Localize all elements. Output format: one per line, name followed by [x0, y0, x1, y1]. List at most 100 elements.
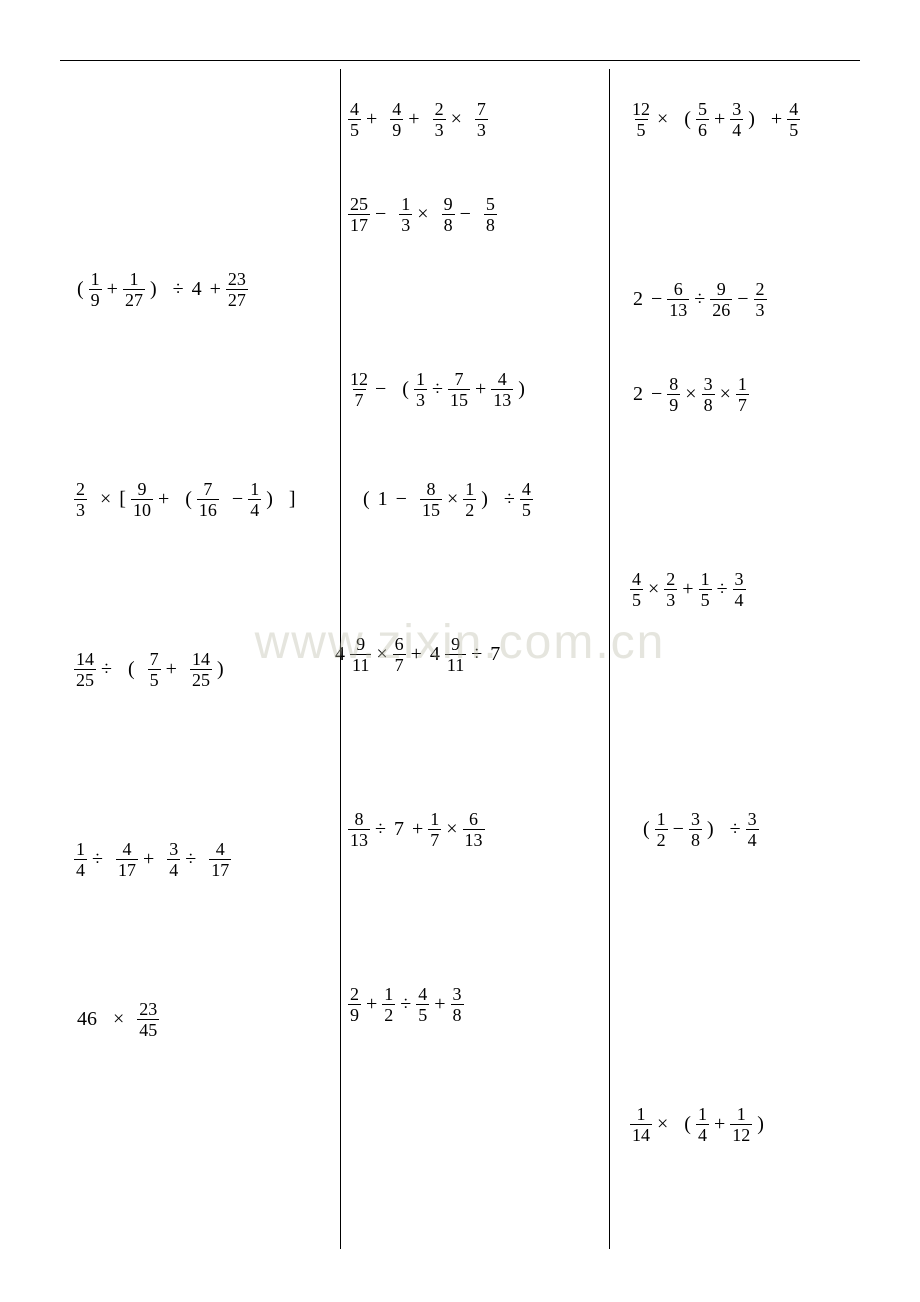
- math-expression: 114× (14+112): [630, 1105, 767, 1144]
- operator: +: [140, 848, 157, 871]
- fraction: 2327: [226, 270, 248, 309]
- fraction: 613: [667, 280, 689, 319]
- operator: −: [734, 288, 751, 311]
- operator: −: [372, 378, 389, 401]
- operator: ×: [444, 488, 461, 511]
- math-expression: 2−89×38×17: [630, 375, 749, 414]
- fraction: 34: [167, 840, 180, 879]
- math-expression: 1425÷ ( 75+ 1425): [74, 650, 227, 689]
- fraction: 45: [520, 480, 533, 519]
- operator: −: [457, 203, 474, 226]
- math-expression: 45+ 49+ 23× 73: [348, 100, 488, 139]
- fraction: 114: [630, 1105, 652, 1144]
- fraction: 45: [630, 570, 643, 609]
- operator: ×: [645, 578, 662, 601]
- operator: ×: [717, 383, 734, 406]
- operator: ): [745, 108, 758, 131]
- fraction: 34: [746, 810, 759, 849]
- operator: ×: [414, 203, 431, 226]
- operator: +: [363, 108, 380, 131]
- operator: ÷: [89, 848, 106, 871]
- fraction: 75: [148, 650, 161, 689]
- math-expression: 45×23+15÷34: [630, 570, 746, 609]
- operator: (: [182, 488, 195, 511]
- fraction: 613: [463, 810, 485, 849]
- fraction: 73: [475, 100, 488, 139]
- operator: +: [711, 1113, 728, 1136]
- math-expression: (1− 815×12) ÷45: [360, 480, 533, 519]
- math-expression: (19+127) ÷4+2327: [74, 270, 248, 309]
- operator: ÷: [691, 288, 708, 311]
- operator: ): [754, 1113, 767, 1136]
- fraction: 910: [131, 480, 153, 519]
- fraction: 23: [433, 100, 446, 139]
- operator: −: [229, 488, 246, 511]
- fraction: 125: [630, 100, 652, 139]
- fraction: 127: [123, 270, 145, 309]
- operator: +: [409, 818, 426, 841]
- fraction: 34: [733, 570, 746, 609]
- math-expression: 2−613÷926−23: [630, 280, 767, 319]
- fraction: 56: [696, 100, 709, 139]
- operator: 4: [189, 278, 205, 301]
- operator: ]: [286, 488, 299, 511]
- operator: +: [363, 993, 380, 1016]
- fraction: 38: [702, 375, 715, 414]
- operator: ÷: [714, 578, 731, 601]
- operator: −: [372, 203, 389, 226]
- operator: 4: [427, 643, 443, 666]
- fraction: 12: [655, 810, 668, 849]
- operator: (: [360, 488, 373, 511]
- operator: +: [408, 643, 425, 666]
- operator: +: [405, 108, 422, 131]
- fraction: 67: [393, 635, 406, 674]
- fraction: 38: [451, 985, 464, 1024]
- operator: ÷: [501, 488, 518, 511]
- fraction: 29: [348, 985, 361, 1024]
- fraction: 12: [382, 985, 395, 1024]
- fraction: 417: [116, 840, 138, 879]
- operator: ÷: [468, 643, 485, 666]
- fraction: 89: [667, 375, 680, 414]
- fraction: 19: [89, 270, 102, 309]
- fraction: 14: [74, 840, 87, 879]
- operator: +: [472, 378, 489, 401]
- top-rule: [60, 60, 860, 61]
- math-expression: 2517− 13× 98− 58: [348, 195, 497, 234]
- operator: (: [125, 658, 138, 681]
- fraction: 715: [448, 370, 470, 409]
- fraction: 45: [787, 100, 800, 139]
- fraction: 49: [390, 100, 403, 139]
- operator: 46: [74, 1008, 100, 1031]
- math-expression: 46 × 2345: [74, 1000, 159, 1039]
- operator: ×: [373, 643, 390, 666]
- operator: (: [399, 378, 412, 401]
- math-expression: 14÷ 417+ 34÷ 417: [74, 840, 231, 879]
- fraction: 127: [348, 370, 370, 409]
- operator: 4: [332, 643, 348, 666]
- operator: ÷: [98, 658, 115, 681]
- operator: ×: [682, 383, 699, 406]
- fraction: 58: [484, 195, 497, 234]
- operator: ×: [654, 108, 671, 131]
- fraction: 14: [696, 1105, 709, 1144]
- operator: [: [116, 488, 129, 511]
- math-expression: 23 ×[910+ (716 −14) ]: [74, 480, 299, 519]
- fraction: 34: [730, 100, 743, 139]
- fraction: 13: [414, 370, 427, 409]
- fraction: 23: [754, 280, 767, 319]
- fraction: 112: [730, 1105, 752, 1144]
- fraction: 815: [420, 480, 442, 519]
- fraction: 813: [348, 810, 370, 849]
- fraction: 716: [197, 480, 219, 519]
- operator: −: [648, 288, 665, 311]
- fraction: 2517: [348, 195, 370, 234]
- fraction: 15: [699, 570, 712, 609]
- fraction: 17: [736, 375, 749, 414]
- fraction: 45: [348, 100, 361, 139]
- operator: ×: [97, 488, 114, 511]
- operator: 2: [630, 383, 646, 406]
- operator: ÷: [182, 848, 199, 871]
- operator: ÷: [429, 378, 446, 401]
- operator: ÷: [727, 818, 744, 841]
